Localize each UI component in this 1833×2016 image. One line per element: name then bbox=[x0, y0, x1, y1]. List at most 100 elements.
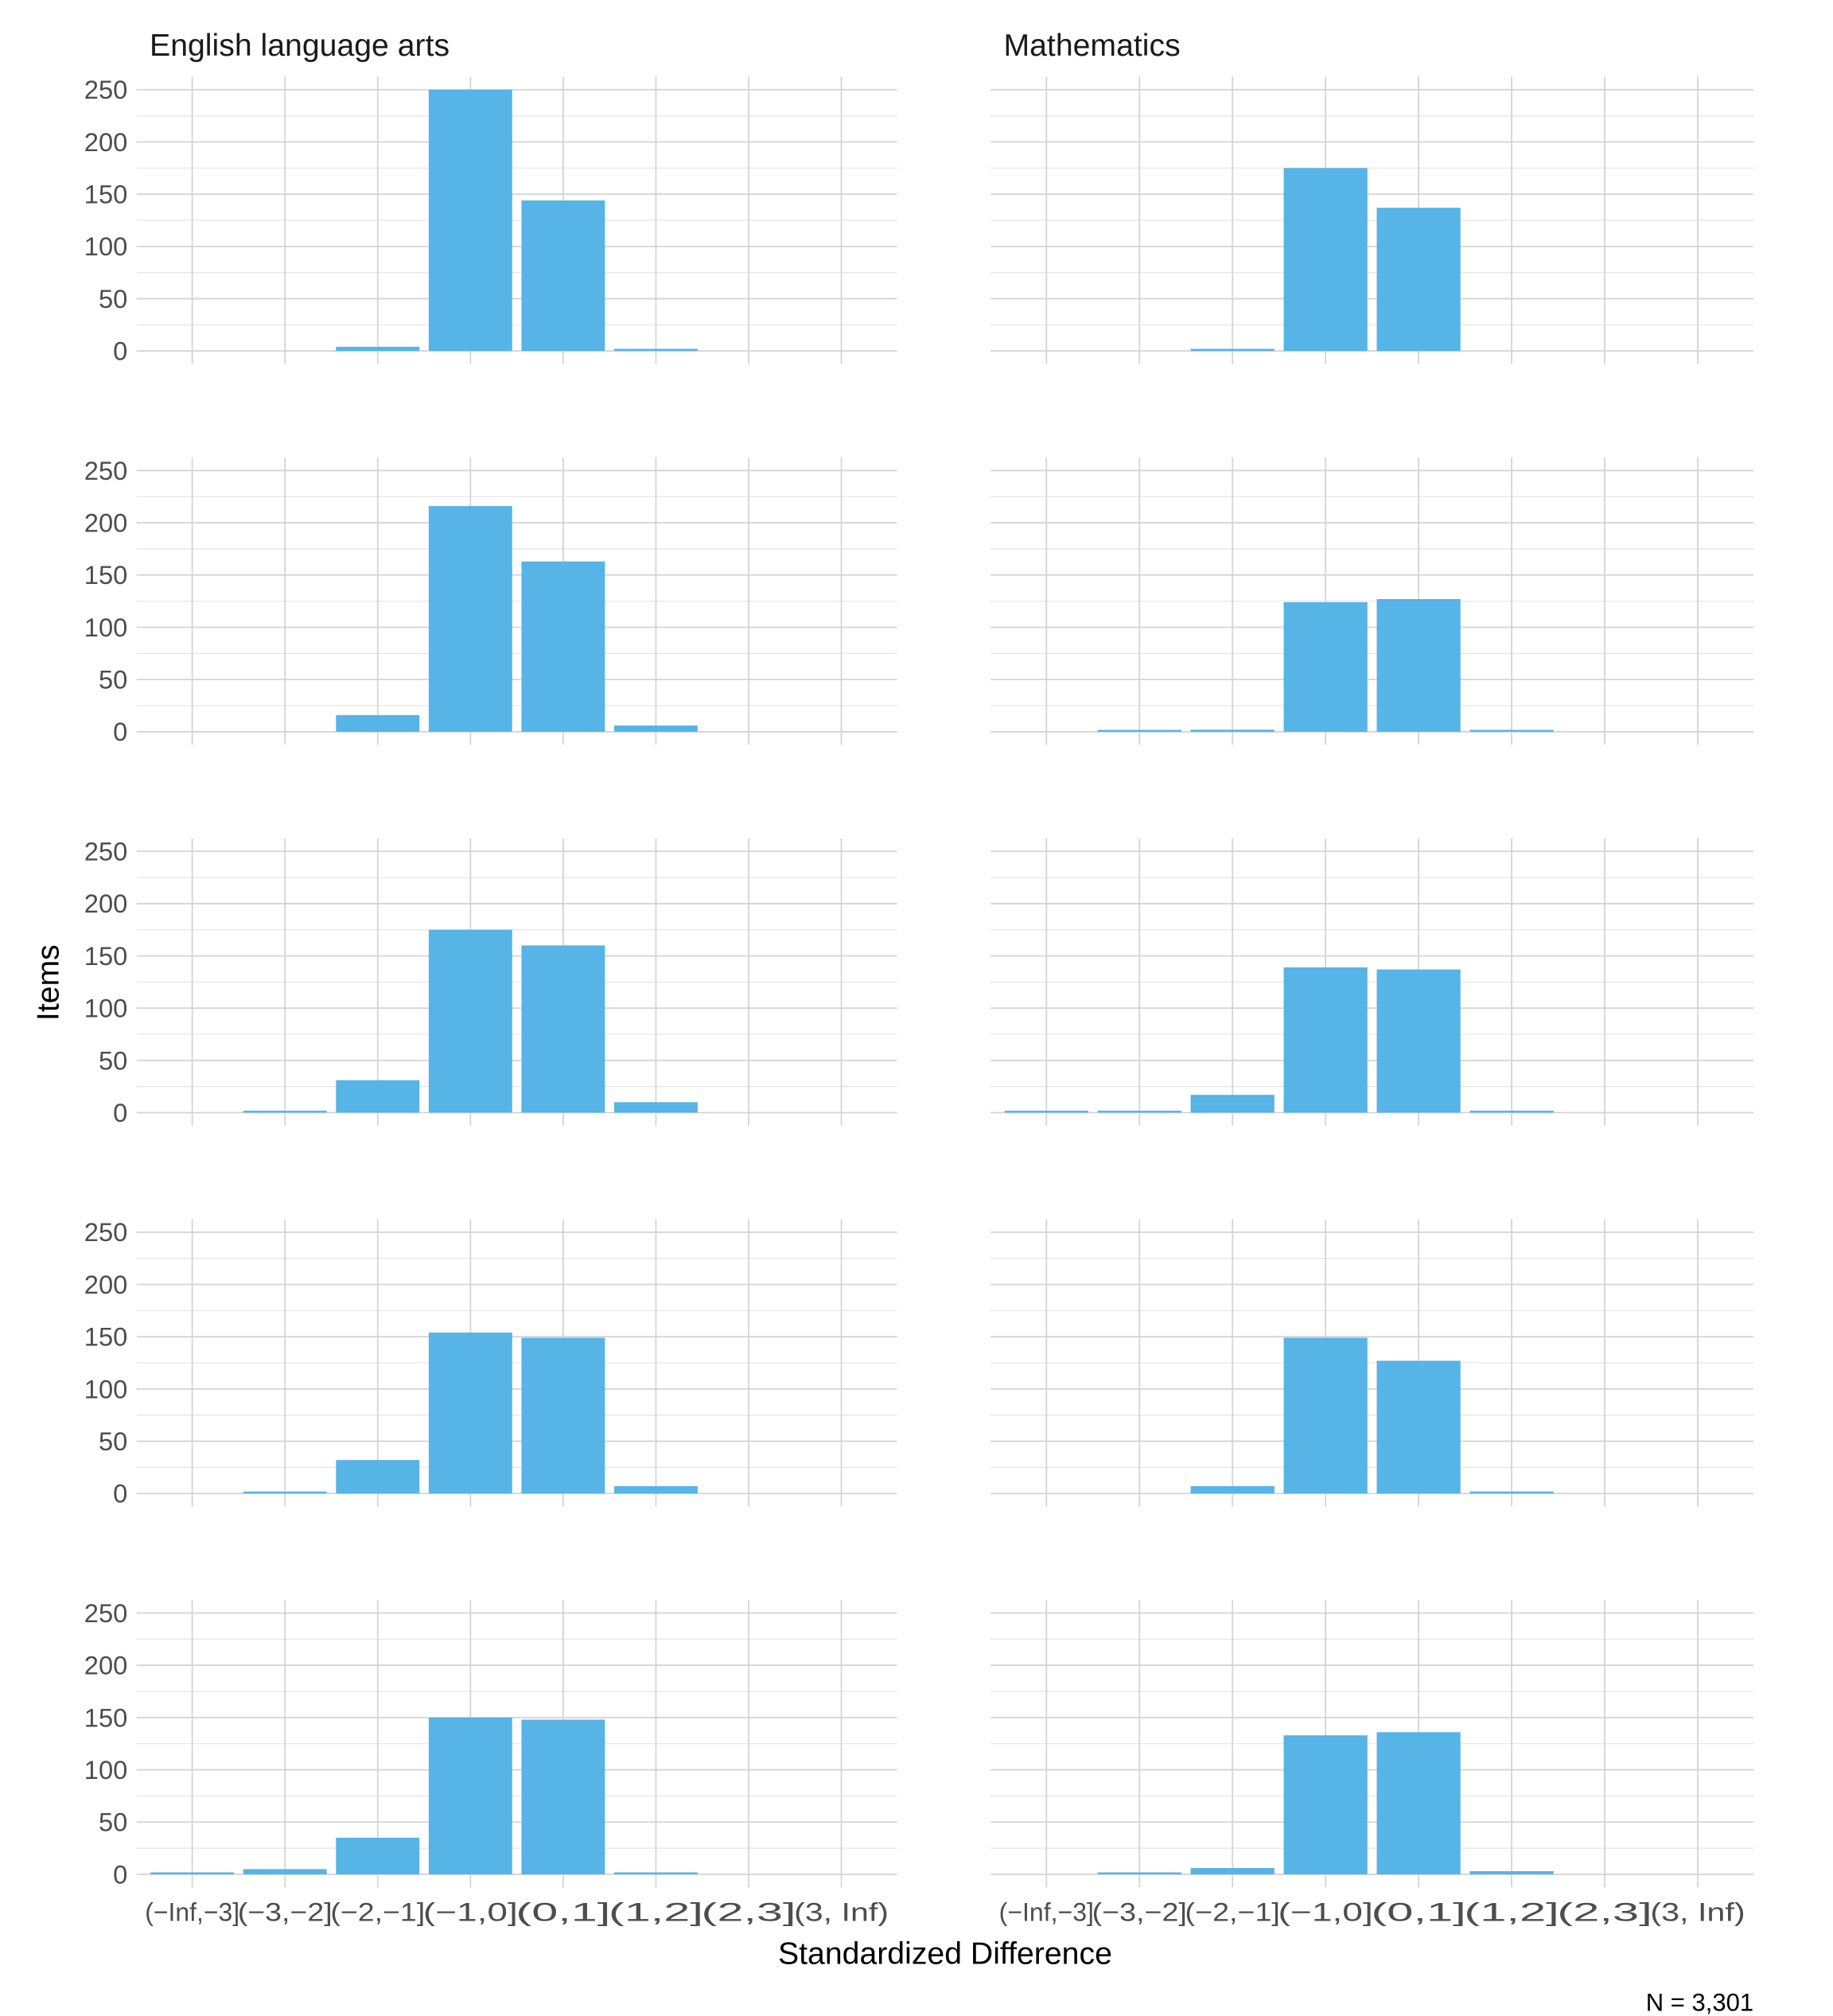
panel bbox=[990, 1219, 1754, 1507]
x-tick-label: (−3,−2] bbox=[238, 1897, 333, 1927]
histogram-bar bbox=[613, 1872, 698, 1874]
y-tick-label: 100 bbox=[84, 232, 128, 261]
x-tick-label: (−3,−2] bbox=[1092, 1897, 1187, 1927]
y-tick-label: 250 bbox=[84, 837, 128, 866]
histogram-bar bbox=[1376, 969, 1461, 1113]
panel bbox=[990, 457, 1754, 745]
histogram-bar bbox=[1283, 601, 1368, 732]
column-strip-label: Mathematics bbox=[1003, 29, 1180, 63]
y-tick-label: 150 bbox=[84, 1703, 128, 1732]
y-tick-label: 50 bbox=[99, 1426, 127, 1456]
histogram-bar bbox=[521, 945, 605, 1113]
panel: 0 50 100 150 200 250 bbox=[84, 837, 897, 1127]
histogram-bar bbox=[1283, 967, 1368, 1113]
y-tick-label: 150 bbox=[84, 941, 128, 971]
histogram-bar bbox=[613, 725, 698, 732]
y-tick-label: 0 bbox=[113, 1479, 127, 1508]
panel: 0 50 100 150 200 250 (−Inf,−3](−3,−2](−2,−1](−… bbox=[84, 1598, 897, 1927]
y-axis-title: Items bbox=[32, 944, 66, 1021]
histogram-bar bbox=[1190, 1868, 1275, 1874]
histogram-bar bbox=[336, 1460, 420, 1494]
x-tick-label: (0,1] bbox=[1371, 1897, 1465, 1927]
histogram-bar bbox=[521, 200, 605, 352]
histogram-bar bbox=[613, 348, 698, 352]
histogram-bar bbox=[428, 1717, 512, 1874]
y-tick-label: 100 bbox=[84, 613, 128, 642]
histogram-bar bbox=[1283, 168, 1368, 352]
histogram-bar bbox=[521, 1337, 605, 1494]
panel: 0 50 100 150 200 250 bbox=[84, 75, 897, 366]
histogram-bar bbox=[521, 1719, 605, 1874]
histogram-bar bbox=[243, 1491, 327, 1494]
histogram-bar bbox=[336, 714, 420, 732]
histogram-bar bbox=[1097, 1111, 1181, 1113]
histogram-bar bbox=[1190, 348, 1275, 352]
y-tick-label: 250 bbox=[84, 456, 128, 485]
y-tick-label: 200 bbox=[84, 1270, 128, 1299]
histogram-bar bbox=[613, 1486, 698, 1494]
histogram-bar bbox=[243, 1869, 327, 1874]
y-tick-label: 150 bbox=[84, 180, 128, 209]
histogram-bar bbox=[1097, 730, 1181, 732]
histogram-bar bbox=[1469, 1491, 1554, 1494]
y-tick-label: 200 bbox=[84, 127, 128, 157]
histogram-bar bbox=[1376, 1732, 1461, 1874]
y-tick-label: 200 bbox=[84, 508, 128, 538]
histogram-bar bbox=[428, 929, 512, 1113]
x-tick-label: (−1,0] bbox=[423, 1897, 518, 1927]
histogram-bar bbox=[1376, 1360, 1461, 1494]
y-tick-label: 0 bbox=[113, 1098, 127, 1127]
y-tick-label: 100 bbox=[84, 1374, 128, 1403]
histogram-bar bbox=[1283, 1337, 1368, 1494]
row-strip-label: Target bbox=[1769, 1230, 1803, 1317]
row-strip-label: Proximal Precursor bbox=[1769, 849, 1803, 1114]
panel: 0 50 100 150 200 250 bbox=[84, 1217, 897, 1508]
row-strip-label: Successor bbox=[1769, 1610, 1803, 1756]
y-tick-label: 50 bbox=[99, 1045, 127, 1075]
y-tick-label: 50 bbox=[99, 1808, 127, 1837]
caption: N = 3,301 bbox=[1646, 1988, 1753, 2016]
y-tick-label: 0 bbox=[113, 337, 127, 366]
x-tick-label: (2,3] bbox=[1557, 1897, 1652, 1927]
y-tick-label: 100 bbox=[84, 994, 128, 1023]
y-tick-label: 200 bbox=[84, 1651, 128, 1680]
panel bbox=[990, 76, 1754, 364]
y-tick-label: 50 bbox=[99, 665, 127, 695]
histogram-bar bbox=[428, 89, 512, 352]
y-tick-label: 250 bbox=[84, 1598, 128, 1628]
histogram-bar bbox=[1376, 598, 1461, 732]
histogram-bar bbox=[1190, 730, 1275, 732]
x-tick-label: (−1,0] bbox=[1278, 1897, 1373, 1927]
panel: (−Inf,−3](−3,−2](−2,−1](−1,0](0,1](1,2](… bbox=[990, 1600, 1754, 1927]
histogram-bar bbox=[336, 1080, 420, 1113]
panels: English language arts Mathematics Initial … bbox=[84, 29, 1803, 1927]
x-tick-label: (−Inf,−3] bbox=[145, 1897, 239, 1927]
x-tick-label: (−Inf,−3] bbox=[999, 1897, 1094, 1927]
x-tick-label: (3, Inf) bbox=[1650, 1897, 1745, 1927]
panel bbox=[990, 838, 1754, 1126]
x-tick-label: (1,2] bbox=[1464, 1897, 1559, 1927]
column-strip-label: English language arts bbox=[150, 29, 449, 63]
row-strip-label: Distal Precursor bbox=[1769, 468, 1803, 690]
histogram-bar bbox=[1469, 1111, 1554, 1113]
x-tick-label: (−2,−1] bbox=[330, 1897, 425, 1927]
y-tick-label: 0 bbox=[113, 1859, 127, 1889]
histogram-bar bbox=[521, 561, 605, 732]
y-tick-label: 200 bbox=[84, 889, 128, 918]
histogram-bar bbox=[1097, 1872, 1181, 1874]
x-axis-title: Standardized Difference bbox=[778, 1937, 1112, 1971]
histogram-bar bbox=[243, 1111, 327, 1113]
histogram-bar bbox=[613, 1102, 698, 1113]
histogram-bar bbox=[428, 506, 512, 732]
histogram-bar bbox=[336, 1837, 420, 1874]
histogram-bar bbox=[1190, 1095, 1275, 1113]
y-tick-label: 250 bbox=[84, 75, 128, 104]
histogram-bar bbox=[1469, 730, 1554, 732]
y-tick-label: 150 bbox=[84, 560, 128, 590]
x-tick-label: (−2,−1] bbox=[1185, 1897, 1280, 1927]
histogram-bar bbox=[1376, 208, 1461, 352]
y-tick-label: 50 bbox=[99, 284, 127, 313]
y-tick-label: 100 bbox=[84, 1755, 128, 1784]
histogram-bar bbox=[1469, 1870, 1554, 1874]
